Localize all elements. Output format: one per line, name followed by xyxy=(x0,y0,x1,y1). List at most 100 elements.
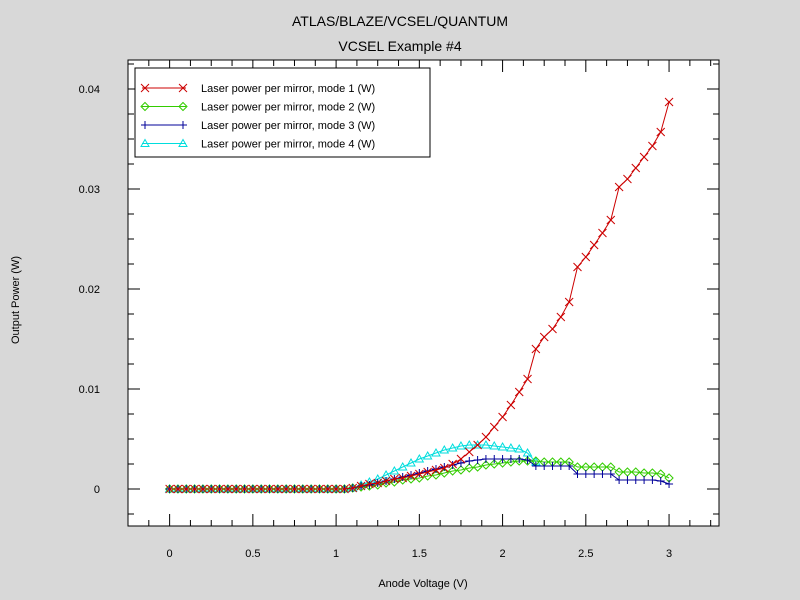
data-point xyxy=(390,474,399,484)
data-point xyxy=(473,456,482,464)
data-point xyxy=(573,262,582,272)
data-point xyxy=(497,441,508,451)
data-point xyxy=(664,97,674,107)
data-point xyxy=(472,439,483,449)
data-point xyxy=(514,443,525,453)
data-point xyxy=(456,459,465,467)
data-point xyxy=(498,455,507,463)
legend-item: Laser power per mirror, mode 2 (W) xyxy=(140,101,375,114)
data-point xyxy=(223,484,233,494)
data-point xyxy=(381,476,391,486)
data-point xyxy=(598,228,607,238)
legend-marker xyxy=(178,83,188,93)
data-point xyxy=(406,474,416,484)
legend-label: Laser power per mirror, mode 4 (W) xyxy=(201,139,375,151)
data-point xyxy=(464,447,474,457)
data-point xyxy=(515,455,524,463)
x-tick-label: 1.5 xyxy=(412,548,427,560)
data-point xyxy=(506,457,516,467)
data-point xyxy=(506,442,516,452)
data-point xyxy=(481,455,490,463)
data-point xyxy=(397,461,408,471)
series-layer xyxy=(164,97,674,494)
data-point xyxy=(431,470,441,480)
legend-marker xyxy=(140,138,150,147)
data-point xyxy=(398,473,408,483)
data-point xyxy=(564,297,574,307)
data-point xyxy=(323,484,333,494)
data-point xyxy=(539,332,549,342)
data-point xyxy=(356,481,366,491)
data-point xyxy=(439,444,450,454)
legend-marker xyxy=(179,121,187,129)
data-point xyxy=(523,374,532,384)
data-point xyxy=(531,462,540,470)
y-tick-label: 0.04 xyxy=(79,84,100,96)
data-point xyxy=(531,344,541,354)
data-point xyxy=(623,174,632,184)
data-point xyxy=(656,127,666,137)
data-point xyxy=(498,412,507,422)
data-point xyxy=(431,465,441,475)
data-point xyxy=(490,455,499,463)
legend-label: Laser power per mirror, mode 3 (W) xyxy=(201,120,375,132)
data-point xyxy=(639,152,649,162)
data-point xyxy=(447,466,458,476)
data-point xyxy=(665,480,674,488)
data-point xyxy=(414,469,424,479)
x-tick-label: 1 xyxy=(333,548,339,560)
legend-marker xyxy=(140,83,150,93)
legend-marker xyxy=(141,121,149,129)
data-point xyxy=(548,324,557,334)
data-point xyxy=(456,465,466,475)
axes: 0 0.5 1 1.5 2 2.5 3 0 0.01 0.02 0.03 0.04 xyxy=(79,60,719,560)
x-tick-label: 2.5 xyxy=(578,548,593,560)
data-point xyxy=(648,141,657,151)
data-point xyxy=(198,484,208,494)
y-axis-label: Output Power (W) xyxy=(10,256,22,344)
data-point xyxy=(573,470,582,478)
data-point xyxy=(340,484,349,494)
data-point xyxy=(540,462,549,470)
legend-marker xyxy=(178,101,188,112)
data-point xyxy=(606,470,615,478)
data-point xyxy=(273,484,283,494)
data-point xyxy=(631,476,640,484)
data-point xyxy=(489,440,500,450)
data-point xyxy=(506,455,515,463)
data-point xyxy=(173,484,183,494)
data-point xyxy=(523,456,532,464)
data-point xyxy=(465,457,474,465)
data-point xyxy=(456,454,466,464)
data-point xyxy=(406,457,416,467)
data-point xyxy=(298,484,308,494)
data-point xyxy=(614,182,624,192)
chart-title: ATLAS/BLAZE/VCSEL/QUANTUM xyxy=(291,13,508,29)
data-point xyxy=(464,439,475,449)
data-point xyxy=(165,484,174,494)
data-point xyxy=(548,462,557,470)
data-point xyxy=(190,484,199,494)
data-point xyxy=(414,453,425,463)
data-point xyxy=(389,477,400,487)
data-point xyxy=(365,479,374,489)
data-point xyxy=(506,400,516,410)
x-tick-label: 2 xyxy=(500,548,506,560)
y-tick-label: 0.03 xyxy=(79,184,100,196)
data-point xyxy=(281,484,291,494)
data-point xyxy=(590,470,599,478)
x-axis-label: Anode Voltage (V) xyxy=(378,578,467,590)
data-point xyxy=(431,447,441,457)
data-point xyxy=(439,468,450,478)
data-point xyxy=(422,450,433,460)
legend-item: Laser power per mirror, mode 4 (W) xyxy=(140,138,375,151)
data-point xyxy=(406,471,416,481)
y-tick-label: 0.02 xyxy=(79,284,100,296)
data-point xyxy=(472,462,483,472)
data-point xyxy=(215,484,224,494)
legend-label: Laser power per mirror, mode 1 (W) xyxy=(201,83,375,95)
series-mode-1 xyxy=(165,97,674,494)
data-point xyxy=(315,484,324,494)
data-point xyxy=(181,484,191,494)
